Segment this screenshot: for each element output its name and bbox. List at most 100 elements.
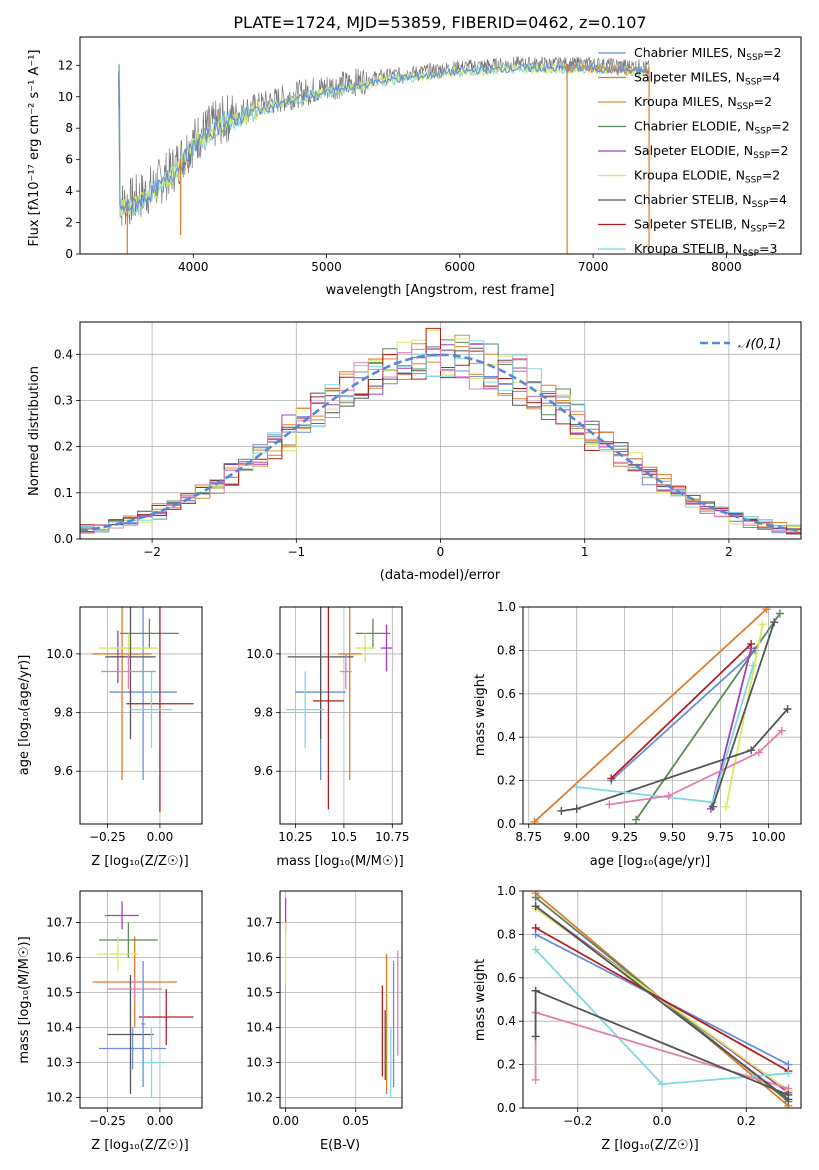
massZ-ytick-label: 10.2: [46, 1091, 73, 1105]
mwAge-marker-5-0: [557, 806, 566, 815]
age-vs-metallicity-panel: −0.25 0.00 9.6 9.8 10.0: [46, 606, 203, 844]
spectrum-observed-line: [118, 55, 650, 226]
massE-ytick-label: 10.4: [246, 1021, 273, 1035]
mwAge-ytick-label: 0.0: [497, 817, 516, 831]
massE-ytick-label: 10.2: [246, 1091, 273, 1105]
mwAge-marker-7-2: [749, 661, 758, 670]
legend-tail: =2: [770, 143, 788, 158]
mwAge-xtick-label: 9.75: [707, 830, 734, 844]
residuals-frame: [79, 321, 802, 540]
mwAge-series-7: [576, 665, 754, 804]
mwAge-marker-9-1: [770, 618, 779, 627]
mwAge-series-2: [635, 612, 781, 821]
legend-entry: Chabrier ELODIE, NSSP=2: [634, 119, 790, 137]
gaussian-curve: [80, 353, 801, 533]
mwZ-series-5: [535, 927, 789, 1072]
mwAge-xtick-label: 10.00: [751, 830, 785, 844]
mwAge-marker-4-0: [722, 802, 731, 811]
mwAge-series-9: [711, 621, 776, 807]
mwAge-ytick-label: 0.4: [497, 730, 516, 744]
mwAge-marker-7-0: [572, 783, 581, 792]
mwZ-ylabel: mass weight: [473, 959, 488, 1041]
mwAge-marker-8-1: [664, 791, 673, 800]
ageM-ytick-label: 9.8: [254, 706, 273, 720]
residuals-xtick-label: 2: [725, 545, 733, 559]
residuals-histogram-8: [80, 340, 801, 538]
legend-entry: Salpeter ELODIE, NSSP=2: [634, 143, 788, 161]
legend-label: Kroupa ELODIE, N: [634, 168, 745, 183]
massZ-ytick-label: 10.3: [46, 1056, 73, 1070]
legend-sub: SSP: [745, 176, 762, 186]
mwAge-ylabel: mass weight: [473, 674, 488, 756]
ageM-xtick-label: 10.25: [278, 830, 312, 844]
mwZ-ytick-label: 0.8: [497, 927, 516, 941]
massE-marks: [284, 898, 399, 1098]
massE-xtick-label: 0.05: [342, 1114, 369, 1128]
residuals-ytick-label: 0.1: [54, 486, 73, 500]
mwAge-xlabel: age [log₁₀(age/yr)]: [590, 854, 711, 869]
spectrum-xtick-label: 8000: [711, 260, 742, 274]
mwAge-marker-6-0: [607, 774, 616, 783]
mwZ-xtick-label: 0.0: [652, 1114, 671, 1128]
residuals-ytick-label: 0.0: [54, 532, 73, 546]
spectrum-ytick-label: 10: [58, 90, 73, 104]
mwAge-marker-1-0: [530, 817, 539, 824]
mwAge-series-4: [725, 624, 764, 807]
legend-entry: Salpeter STELIB, NSSP=2: [634, 217, 786, 235]
mwZ-marks: [531, 891, 793, 1108]
mwZ-series-11: [535, 905, 789, 1101]
massE-ytick-label: 10.5: [246, 986, 273, 1000]
massZ-ylabel: mass [log₁₀(M/M☉)]: [17, 936, 32, 1063]
legend-sub: SSP: [754, 127, 771, 137]
mwAge-marker-5-1: [572, 804, 581, 813]
mwAge-frame: [522, 606, 802, 825]
spectrum-xtick-label: 5000: [311, 260, 342, 274]
ageZ-ytick-label: 10.0: [46, 647, 73, 661]
residuals-panel: −2 −1 0 1 2 0.0 0.1 0.2 0.3 0.4: [54, 321, 802, 559]
mwAge-marker-5-3: [783, 704, 792, 713]
mwZ-ytick-label: 0.0: [497, 1101, 516, 1115]
legend-label: Chabrier STELIB, N: [634, 192, 752, 207]
legend-entry: Salpeter MILES, NSSP=4: [634, 70, 780, 88]
massweight-vs-age-panel: 8.75 9.00 9.25 9.50 9.75 10.00 0.0 0.2 0.4 0.6 0.8…: [497, 600, 802, 844]
legend-label: Chabrier MILES, N: [634, 45, 746, 60]
legend-entry: 𝒩(0,1): [738, 337, 781, 352]
spectrum-xtick-label: 6000: [445, 260, 476, 274]
massZ-ytick-label: 10.5: [46, 986, 73, 1000]
residuals-xtick-label: −2: [143, 545, 161, 559]
massE-xtick-label: 0.00: [272, 1114, 299, 1128]
residuals-xtick-label: 0: [437, 545, 445, 559]
residuals-xlabel: (data-model)/error: [380, 568, 501, 583]
legend-sub: SSP: [737, 102, 754, 112]
ageZ-ytick-label: 9.6: [54, 764, 73, 778]
mwZ-marker-6-2: [784, 1069, 793, 1078]
ageM-xtick-label: 10.5: [331, 830, 358, 844]
legend-label: Salpeter STELIB, N: [634, 217, 750, 232]
legend-tail: =3: [759, 241, 777, 256]
legend-label: Salpeter MILES, N: [634, 70, 745, 85]
ageZ-ytick-label: 9.8: [54, 706, 73, 720]
residuals-xtick-label: 1: [581, 545, 589, 559]
mwAge-xtick-label: 9.25: [611, 830, 638, 844]
residuals-xtick-label: −1: [287, 545, 305, 559]
mass-vs-ebv-panel: 0.00 0.05 10.2 10.3 10.4 10.5 10.6 10.7: [246, 890, 403, 1128]
mwAge-series-3: [710, 647, 753, 810]
mwAge-marker-9-0: [708, 802, 717, 811]
massZ-frame: [79, 890, 203, 1109]
age-vs-mass-panel: 10.25 10.5 10.75 9.6 9.8 10.0: [246, 606, 409, 844]
residuals-hist: [80, 327, 801, 538]
legend-sub: SSP: [745, 78, 762, 88]
legend-entry: Kroupa STELIB, NSSP=3: [634, 241, 778, 259]
ageM-xlabel: mass [log₁₀(M/M☉)]: [276, 854, 403, 869]
ageM-marks: [285, 607, 393, 810]
legend-entry: Kroupa ELODIE, NSSP=2: [634, 168, 780, 186]
mwAge-marker-2-0: [632, 815, 641, 824]
mwZ-series-7: [535, 1011, 789, 1090]
mwZ-series-9: [535, 989, 789, 1096]
mwZ-marker-11-0: [531, 902, 540, 911]
mwAge-marker-1-1: [762, 607, 771, 614]
mwAge-series-0: [610, 649, 756, 782]
mwAge-ytick-label: 0.2: [497, 774, 516, 788]
ageZ-xtick-label: 0.00: [147, 830, 174, 844]
ageZ-frame: [79, 606, 203, 825]
